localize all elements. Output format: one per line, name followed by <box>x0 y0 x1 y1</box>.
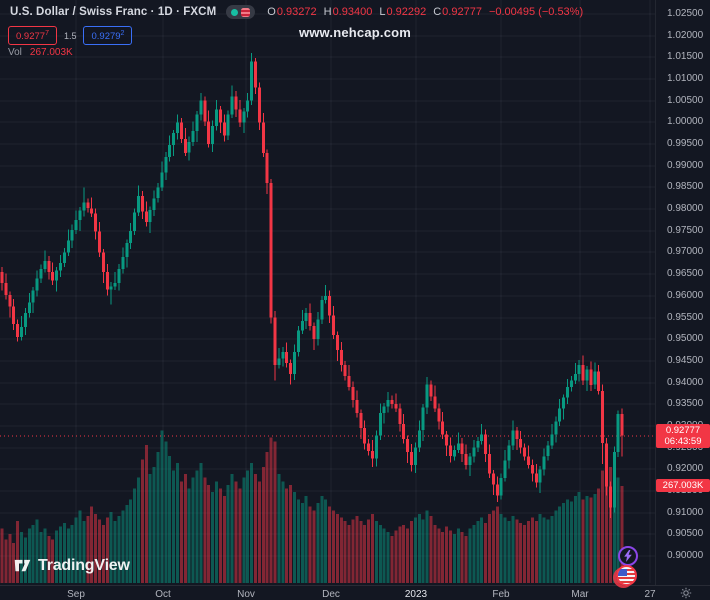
axis-settings-gear-icon[interactable] <box>680 586 692 600</box>
buy-button[interactable]: 0.92792 <box>83 26 133 46</box>
time-tick-label: Nov <box>237 589 255 600</box>
volume-row: Vol 267.003K <box>8 47 73 58</box>
volume-label: Vol <box>8 47 22 58</box>
event-us-flag-icon[interactable] <box>616 565 637 586</box>
price-tick-label: 0.99000 <box>667 159 704 171</box>
current-price-value: 0.92777 <box>665 425 701 436</box>
time-tick-label: 27 <box>644 589 656 600</box>
price-tick-label: 0.94500 <box>667 354 704 366</box>
price-tick-label: 0.94000 <box>667 376 704 388</box>
low-value: 0.92292 <box>386 6 427 18</box>
price-tick-label: 0.93500 <box>667 398 704 410</box>
time-axis[interactable]: Sep Oct Nov Dec 2023 Feb Mar 27 <box>0 585 710 600</box>
price-tick-label: 0.91000 <box>667 506 704 518</box>
price-tick-label: 1.01500 <box>667 51 704 63</box>
price-tick-label: 0.95500 <box>667 311 704 323</box>
price-tick-label: 0.99500 <box>667 138 704 150</box>
lightning-bolt-glyph <box>624 550 632 562</box>
bid-price: 0.9277 <box>16 31 46 43</box>
price-tick-label: 0.95000 <box>667 333 704 345</box>
high-label: H <box>323 6 332 18</box>
price-tick-label: 0.90000 <box>667 550 704 561</box>
price-tick-label: 0.92000 <box>667 463 704 475</box>
price-tick-label: 0.97500 <box>667 224 704 236</box>
tradingview-logo[interactable]: TradingView <box>13 556 130 575</box>
current-price-badge: 0.92777 06:43:59 <box>656 424 710 448</box>
time-tick-label: 2023 <box>404 589 428 600</box>
volume-value: 267.003K <box>29 47 73 58</box>
watermark: www.nehcap.com <box>298 25 412 40</box>
market-open-dot-icon <box>231 8 239 16</box>
ask-price: 0.9279 <box>91 31 121 43</box>
price-tick-label: 0.98500 <box>667 181 704 193</box>
current-volume-badge: 267.003K <box>656 479 710 492</box>
price-tick-label: 0.97000 <box>667 246 704 258</box>
price-tick-label: 0.96500 <box>667 268 704 280</box>
market-news-icon <box>241 7 251 17</box>
close-label: C <box>433 6 442 18</box>
price-tick-label: 1.00000 <box>667 116 704 128</box>
sell-button[interactable]: 0.92777 <box>8 26 57 46</box>
ask-price-sup: 2 <box>120 30 125 37</box>
price-tick-label: 1.02000 <box>667 29 704 41</box>
price-axis[interactable]: 1.02500 1.02000 1.01500 1.01000 1.00500 1.000… <box>655 0 710 585</box>
time-tick-label: Dec <box>322 589 340 600</box>
spread-value: 1.5 <box>63 30 77 41</box>
time-tick-label: Oct <box>155 589 171 600</box>
change-value: −0.00495 (−0.53%) <box>488 6 584 18</box>
price-tick-label: 0.96000 <box>667 289 704 301</box>
event-lightning-icon[interactable] <box>618 546 638 566</box>
price-tick-label: 0.90500 <box>667 528 704 540</box>
price-tick-label: 1.01000 <box>667 73 704 85</box>
price-tick-label: 0.98000 <box>667 203 704 215</box>
price-tick-label: 1.02500 <box>667 8 704 19</box>
market-status-toggle[interactable] <box>226 5 256 19</box>
flag-canton <box>618 569 627 576</box>
high-value: 0.93400 <box>332 6 373 18</box>
close-value: 0.92777 <box>442 6 482 18</box>
time-tick-label: Sep <box>67 589 85 600</box>
gear-glyph <box>680 587 692 599</box>
bar-countdown: 06:43:59 <box>664 436 702 447</box>
open-label: O <box>267 6 276 18</box>
time-tick-label: Mar <box>571 589 589 600</box>
symbol-title[interactable]: U.S. Dollar / Swiss Franc · 1D · FXCM <box>10 6 217 18</box>
price-tick-label: 1.00500 <box>667 94 704 106</box>
ohlc-values: O 0.93272 H 0.93400 L 0.92292 C 0.92777 −0.0… <box>267 6 583 18</box>
open-value: 0.93272 <box>276 6 317 18</box>
low-label: L <box>379 6 386 18</box>
bid-ask-row: 0.92777 1.5 0.92792 <box>8 26 133 46</box>
tradingview-logo-text: TradingView <box>38 556 130 574</box>
time-tick-label: Feb <box>492 589 510 600</box>
candlestick-chart[interactable] <box>0 0 655 585</box>
tradingview-logo-icon <box>14 559 31 572</box>
bid-price-sup: 7 <box>45 30 49 37</box>
